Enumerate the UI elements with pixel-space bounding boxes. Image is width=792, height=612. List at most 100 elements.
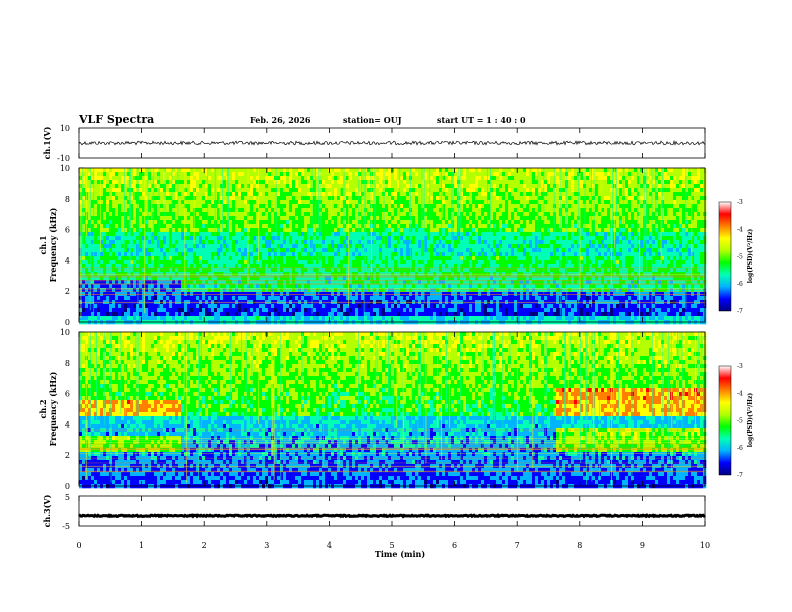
spectrogram-cell xyxy=(199,236,203,241)
spectrogram-cell xyxy=(331,272,335,277)
spectrogram-cell xyxy=(340,208,344,213)
spectrogram-cell xyxy=(85,304,89,309)
spectrogram-cell xyxy=(244,252,248,257)
spectrogram-cell xyxy=(97,276,101,281)
spectrogram-cell xyxy=(193,288,197,293)
spectrogram-cell xyxy=(355,308,359,313)
spectrogram-cell xyxy=(358,204,362,209)
spectrogram-cell xyxy=(289,248,293,253)
spectrogram-cell xyxy=(127,176,131,181)
spectrogram-cell xyxy=(445,244,449,249)
spectrogram-cell xyxy=(85,240,89,245)
spectrogram-cell xyxy=(442,236,446,241)
spectrogram-cell xyxy=(391,308,395,313)
spectrogram-cell xyxy=(421,208,425,213)
spectrogram-cell xyxy=(196,204,200,209)
spectrogram-cell xyxy=(202,180,206,185)
spectrogram-cell xyxy=(439,224,443,229)
spectrogram-cell xyxy=(346,276,350,281)
spectrogram-cell xyxy=(103,248,107,253)
spectrogram-cell xyxy=(112,252,116,257)
spectrogram-cell xyxy=(187,244,191,249)
spectrogram-cell xyxy=(352,236,356,241)
spectrogram-cell xyxy=(184,216,188,221)
spectrogram-cell xyxy=(379,244,383,249)
spectrogram-cell xyxy=(253,240,257,245)
spectrogram-cell xyxy=(325,312,329,317)
spectrogram-cell xyxy=(121,212,125,217)
spectrogram-cell xyxy=(193,252,197,257)
spectrogram-cell xyxy=(436,232,440,237)
spectrogram-cell xyxy=(268,212,272,217)
spectrogram-cell xyxy=(274,296,278,301)
spectrogram-cell xyxy=(286,220,290,225)
spectrogram-cell xyxy=(151,256,155,261)
spectrogram-cell xyxy=(376,248,380,253)
spectrogram-cell xyxy=(460,200,464,205)
spectrogram-cell xyxy=(433,316,437,321)
spectrogram-cell xyxy=(232,176,236,181)
spectrogram-cell xyxy=(127,168,131,173)
spectrogram-cell xyxy=(139,252,143,257)
spectrogram-cell xyxy=(103,220,107,225)
spectrogram-cell xyxy=(376,168,380,173)
spectrogram-cell xyxy=(391,248,395,253)
spectrogram-cell xyxy=(238,212,242,217)
spectrogram-cell xyxy=(391,208,395,213)
spectrogram-cell xyxy=(442,260,446,265)
spectrogram-cell xyxy=(403,296,407,301)
spectrogram-cell xyxy=(163,184,167,189)
spectrogram-cell xyxy=(259,256,263,261)
spectrogram-cell xyxy=(271,288,275,293)
spectrogram-cell xyxy=(304,224,308,229)
spectrogram-cell xyxy=(250,260,254,265)
spectrogram-cell xyxy=(256,200,260,205)
spectrogram-cell xyxy=(295,232,299,237)
spectrogram-cell xyxy=(247,312,251,317)
spectrogram-cell xyxy=(427,252,431,257)
spectrogram-cell xyxy=(232,236,236,241)
spectrogram-cell xyxy=(127,252,131,257)
spectrogram-cell xyxy=(193,184,197,189)
spectrogram-cell xyxy=(340,184,344,189)
spectrogram-cell xyxy=(394,232,398,237)
spectrogram-cell xyxy=(295,288,299,293)
spectrogram-cell xyxy=(325,296,329,301)
spectrogram-cell xyxy=(268,196,272,201)
spectrogram-cell xyxy=(256,216,260,221)
spectrogram-cell xyxy=(145,220,149,225)
spectrogram-cell xyxy=(82,204,86,209)
spectrogram-cell xyxy=(280,180,284,185)
spectrogram-cell xyxy=(448,196,452,201)
spectrogram-cell xyxy=(139,188,143,193)
spectrogram-cell xyxy=(286,196,290,201)
spectrogram-cell xyxy=(220,192,224,197)
spectrogram-cell xyxy=(361,176,365,181)
spectrogram-cell xyxy=(400,224,404,229)
spectrogram-cell xyxy=(229,168,233,173)
spectrogram-cell xyxy=(394,280,398,285)
spectrogram-cell xyxy=(415,216,419,221)
spectrogram-cell xyxy=(235,192,239,197)
spectrogram-cell xyxy=(235,312,239,317)
spectrogram-cell xyxy=(412,296,416,301)
spectrogram-cell xyxy=(205,308,209,313)
spectrogram-cell xyxy=(244,288,248,293)
spectrogram-cell xyxy=(418,308,422,313)
spectrogram-cell xyxy=(94,208,98,213)
spectrogram-cell xyxy=(403,280,407,285)
spectrogram-cell xyxy=(439,232,443,237)
spectrogram-cell xyxy=(439,200,443,205)
spectrogram-cell xyxy=(442,284,446,289)
spectrogram-cell xyxy=(442,212,446,217)
spectrogram-cell xyxy=(337,176,341,181)
spectrogram-cell xyxy=(385,188,389,193)
spectrogram-cell xyxy=(241,212,245,217)
spectrogram-cell xyxy=(274,212,278,217)
spectrogram-cell xyxy=(160,312,164,317)
spectrogram-cell xyxy=(184,236,188,241)
spectrogram-cell xyxy=(298,236,302,241)
spectrogram-cell xyxy=(430,264,434,269)
spectrogram-cell xyxy=(394,308,398,313)
spectrogram-cell xyxy=(322,176,326,181)
